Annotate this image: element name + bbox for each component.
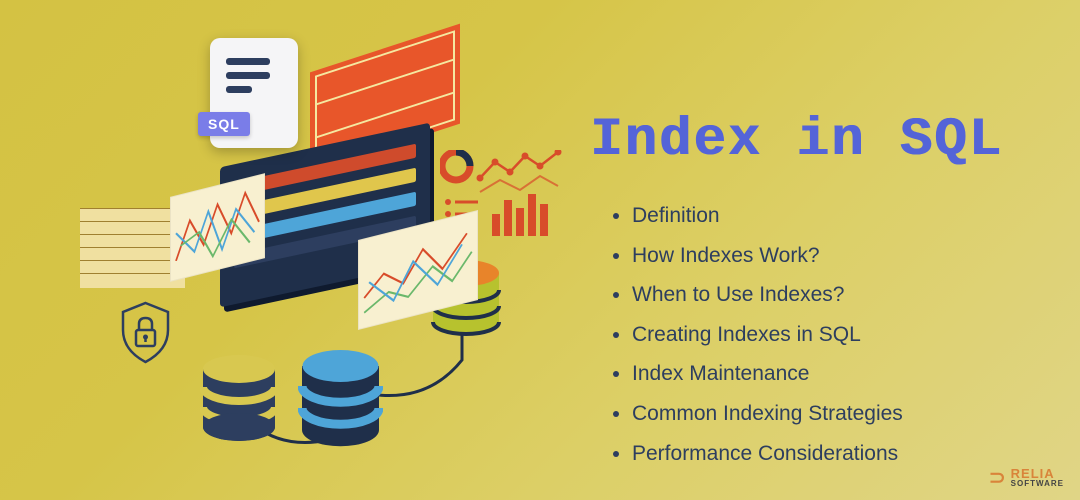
- illustration-area: SQL: [0, 0, 560, 500]
- database-icon-2: [298, 350, 383, 455]
- bullet-item: Common Indexing Strategies: [632, 397, 1080, 431]
- bullet-item: How Indexes Work?: [632, 239, 1080, 273]
- text-content: Index in SQL Definition How Indexes Work…: [560, 0, 1080, 500]
- bullet-item: Index Maintenance: [632, 357, 1080, 391]
- sql-badge: SQL: [198, 112, 250, 136]
- database-icon-1: [200, 355, 278, 450]
- bullet-item: Creating Indexes in SQL: [632, 318, 1080, 352]
- bullet-item: Definition: [632, 199, 1080, 233]
- shield-lock-icon: [118, 300, 173, 365]
- bullet-item: When to Use Indexes?: [632, 278, 1080, 312]
- page-title: Index in SQL: [590, 110, 1080, 171]
- content: SQL: [0, 0, 1080, 500]
- logo-brand-text: RELIA: [1011, 468, 1064, 480]
- brand-logo: ⊃ RELIA SOFTWARE: [989, 465, 1064, 490]
- bullet-list: Definition How Indexes Work? When to Use…: [590, 199, 1080, 470]
- document-lines: [226, 58, 270, 100]
- sql-document-icon: SQL: [210, 38, 298, 148]
- logo-sub-text: SOFTWARE: [1011, 480, 1064, 487]
- logo-mark-icon: ⊃: [989, 465, 1006, 490]
